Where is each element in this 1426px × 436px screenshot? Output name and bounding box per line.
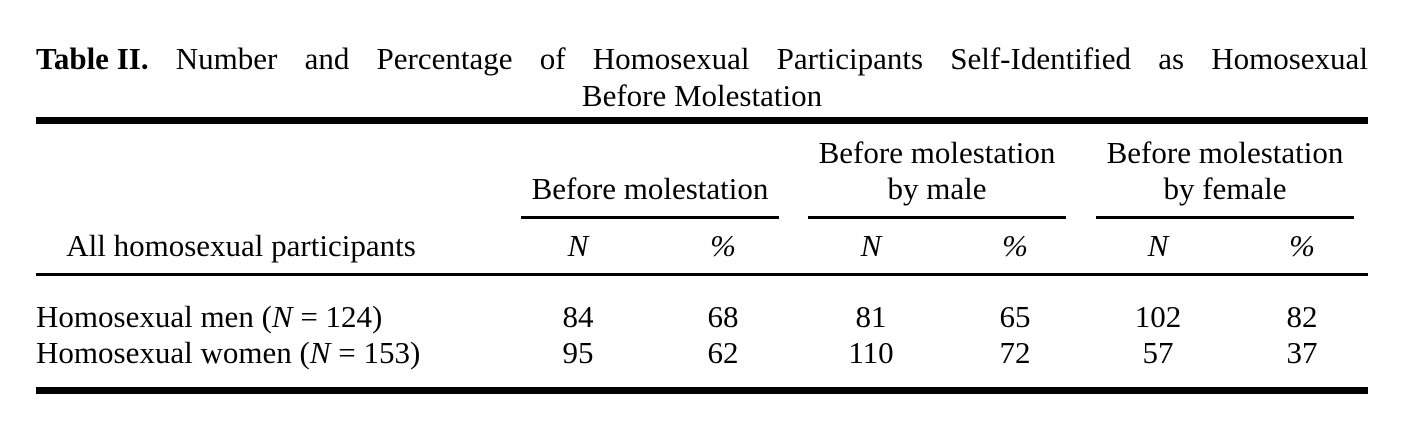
caption-label: Table II. (36, 41, 149, 76)
caption-word: and (304, 41, 350, 76)
cell-n-female: 57 (1142, 335, 1174, 370)
col-header-n-female: N (1147, 228, 1169, 263)
cell-pct-before: 62 (707, 335, 739, 370)
cell-n-male: 81 (855, 299, 887, 334)
table-bottom-rule (36, 387, 1368, 394)
col-header-n-before: N (567, 228, 589, 263)
row-label-variable: N (271, 299, 293, 334)
row-label-variable: N (309, 335, 331, 370)
col-header-pct-female: % (1289, 228, 1315, 263)
group-header-line2: Before molestation (531, 171, 769, 206)
caption-word: Percentage (376, 41, 513, 76)
cell-n-male: 110 (848, 335, 894, 370)
caption-word: Number (175, 41, 278, 76)
table-header-rule (36, 273, 1368, 276)
cell-n-female: 102 (1134, 299, 1182, 334)
group-rule-before-molestation-by-male (808, 216, 1066, 219)
col-header-pct-before: % (710, 228, 736, 263)
cell-pct-male: 65 (999, 299, 1031, 334)
group-header-before-molestation-by-female: Before molestation by female (1096, 135, 1354, 207)
group-header-before-molestation: Before molestation (521, 171, 779, 207)
row-label-prefix: Homosexual men ( (36, 299, 272, 334)
stub-header: All homosexual participants (66, 228, 416, 263)
group-header-line1: Before molestation (818, 135, 1056, 170)
row-label: Homosexual women (N = 153) (36, 335, 420, 371)
caption-line-2: Before Molestation (581, 78, 823, 113)
col-header-pct-male: % (1002, 228, 1028, 263)
cell-n-before: 95 (562, 335, 594, 370)
cell-pct-male: 72 (999, 335, 1031, 370)
caption-word: Homosexual (592, 41, 750, 76)
cell-n-before: 84 (562, 299, 594, 334)
table-top-rule (36, 117, 1368, 124)
table-caption: Table II. Number and Percentage of Homos… (36, 40, 1368, 114)
group-header-line1: Before molestation (1106, 135, 1344, 170)
cell-pct-female: 37 (1286, 335, 1318, 370)
cell-pct-female: 82 (1286, 299, 1318, 334)
table-row: Homosexual women (N = 153) 95 62 110 72 … (36, 335, 1368, 371)
caption-word: Homosexual (1211, 41, 1368, 76)
row-label: Homosexual men (N = 124) (36, 299, 382, 335)
col-header-n-male: N (860, 228, 882, 263)
caption-word: of (539, 41, 566, 76)
group-header-line2: by female (1163, 171, 1287, 206)
caption-word: Self-Identified (950, 41, 1131, 76)
caption-word: as (1158, 41, 1185, 76)
group-header-line2: by male (887, 171, 987, 206)
row-label-suffix: = 124) (292, 299, 383, 334)
group-header-before-molestation-by-male: Before molestation by male (808, 135, 1066, 207)
group-rule-before-molestation-by-female (1096, 216, 1354, 219)
caption-word: Participants (776, 41, 924, 76)
row-label-prefix: Homosexual women ( (36, 335, 310, 370)
table-row: Homosexual men (N = 124) 84 68 81 65 102… (36, 299, 1368, 335)
group-rule-before-molestation (521, 216, 779, 219)
cell-pct-before: 68 (707, 299, 739, 334)
caption-line-1: Table II. Number and Percentage of Homos… (36, 40, 1368, 77)
row-label-suffix: = 153) (330, 335, 421, 370)
